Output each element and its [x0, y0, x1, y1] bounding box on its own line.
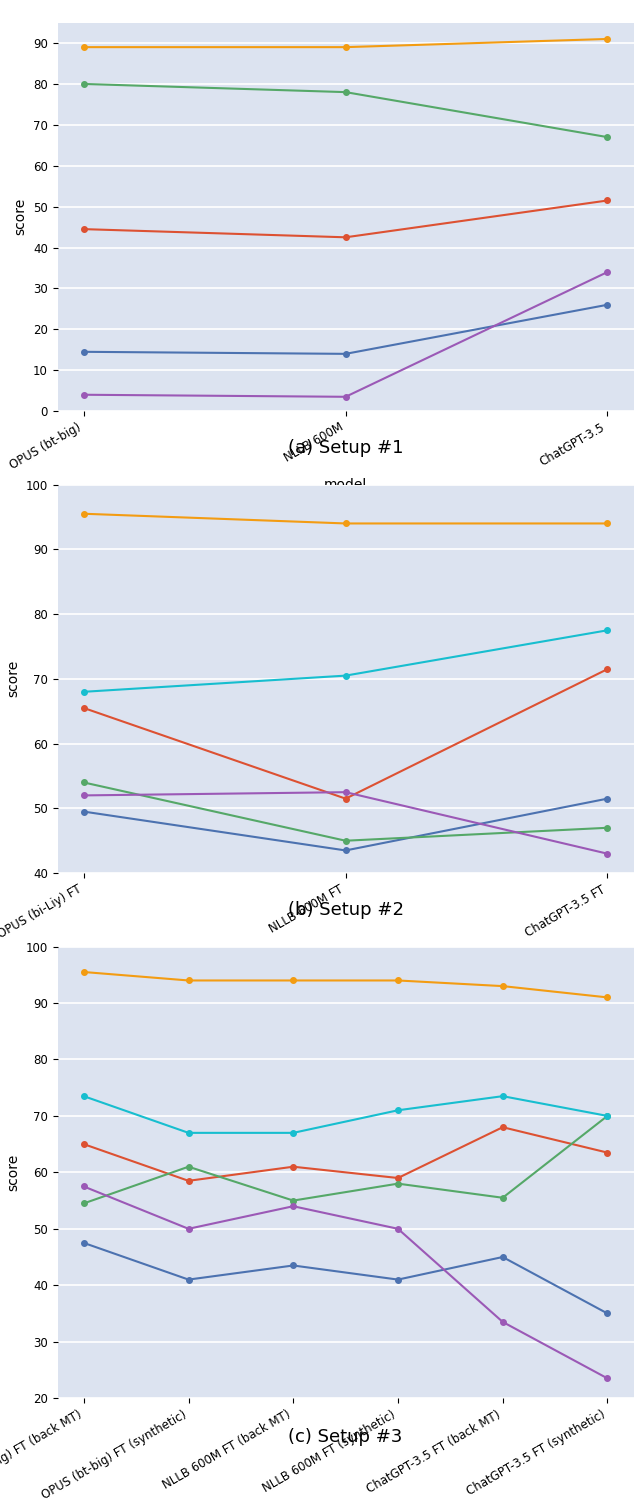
- Line: TER: TER: [81, 1114, 610, 1206]
- Human: [80, 1087, 88, 1105]
- TER: [80, 75, 88, 93]
- TER: [80, 773, 88, 791]
- chrF: [185, 1172, 193, 1191]
- BERTScore: [604, 989, 611, 1007]
- BERTScore: [80, 963, 88, 981]
- Line: BERTScore: BERTScore: [81, 511, 610, 526]
- TER: [604, 818, 611, 836]
- spBLEU: [342, 345, 349, 363]
- spBLEU: [342, 841, 349, 859]
- spBLEU: [80, 342, 88, 360]
- Line: TER: TER: [81, 81, 610, 140]
- TER: [289, 1192, 297, 1210]
- spBLEU: [289, 1257, 297, 1275]
- COMET: [499, 1313, 506, 1331]
- chrF: [604, 191, 611, 209]
- TER: [604, 128, 611, 146]
- COMET: [289, 1197, 297, 1215]
- spBLEU: [499, 1248, 506, 1266]
- BERTScore: [185, 972, 193, 990]
- spBLEU: [604, 295, 611, 313]
- Line: chrF: chrF: [81, 197, 610, 240]
- spBLEU: [80, 1234, 88, 1252]
- Line: spBLEU: spBLEU: [81, 796, 610, 853]
- spBLEU: [185, 1270, 193, 1288]
- TER: [342, 83, 349, 101]
- BERTScore: [604, 30, 611, 48]
- COMET: [80, 1177, 88, 1195]
- COMET: [185, 1219, 193, 1237]
- COMET: [394, 1219, 402, 1237]
- TER: [80, 1195, 88, 1213]
- Human: [394, 1102, 402, 1120]
- Human: [289, 1124, 297, 1142]
- Text: (b) Setup #2: (b) Setup #2: [287, 901, 404, 919]
- chrF: [342, 790, 349, 808]
- BERTScore: [604, 514, 611, 532]
- chrF: [342, 228, 349, 246]
- chrF: [289, 1157, 297, 1175]
- Y-axis label: score: score: [6, 1154, 20, 1191]
- Human: [604, 621, 611, 639]
- chrF: [394, 1169, 402, 1188]
- Line: COMET: COMET: [81, 1183, 610, 1380]
- BERTScore: [289, 972, 297, 990]
- chrF: [499, 1118, 506, 1136]
- Text: (a) Setup #1: (a) Setup #1: [288, 439, 403, 457]
- Y-axis label: score: score: [13, 199, 28, 235]
- Line: spBLEU: spBLEU: [81, 1240, 610, 1316]
- chrF: [80, 220, 88, 238]
- COMET: [604, 1370, 611, 1388]
- Line: COMET: COMET: [81, 270, 610, 399]
- Human: [185, 1124, 193, 1142]
- Line: BERTScore: BERTScore: [81, 36, 610, 50]
- Line: TER: TER: [81, 779, 610, 844]
- COMET: [604, 844, 611, 862]
- TER: [342, 832, 349, 850]
- COMET: [342, 784, 349, 802]
- Line: Human: Human: [81, 627, 610, 695]
- spBLEU: [394, 1270, 402, 1288]
- Line: Human: Human: [81, 1094, 610, 1136]
- chrF: [80, 1135, 88, 1153]
- TER: [394, 1174, 402, 1192]
- TER: [185, 1157, 193, 1175]
- BERTScore: [499, 977, 506, 995]
- COMET: [80, 386, 88, 404]
- X-axis label: model: model: [324, 478, 367, 491]
- COMET: [604, 264, 611, 282]
- Text: (c) Setup #3: (c) Setup #3: [289, 1429, 403, 1447]
- BERTScore: [342, 38, 349, 56]
- Human: [80, 683, 88, 701]
- BERTScore: [394, 972, 402, 990]
- COMET: [342, 387, 349, 405]
- BERTScore: [80, 38, 88, 56]
- TER: [604, 1106, 611, 1124]
- Line: BERTScore: BERTScore: [81, 969, 610, 1001]
- Line: chrF: chrF: [81, 1124, 610, 1183]
- spBLEU: [604, 1305, 611, 1323]
- spBLEU: [80, 803, 88, 821]
- chrF: [80, 699, 88, 717]
- BERTScore: [80, 505, 88, 523]
- chrF: [604, 660, 611, 678]
- X-axis label: model: model: [324, 946, 367, 961]
- spBLEU: [604, 790, 611, 808]
- Line: spBLEU: spBLEU: [81, 301, 610, 357]
- Human: [342, 666, 349, 684]
- chrF: [604, 1144, 611, 1162]
- BERTScore: [342, 514, 349, 532]
- Human: [499, 1087, 506, 1105]
- Line: chrF: chrF: [81, 666, 610, 802]
- COMET: [80, 787, 88, 805]
- Human: [604, 1106, 611, 1124]
- TER: [499, 1189, 506, 1207]
- Line: COMET: COMET: [81, 790, 610, 856]
- Y-axis label: score: score: [6, 660, 20, 698]
